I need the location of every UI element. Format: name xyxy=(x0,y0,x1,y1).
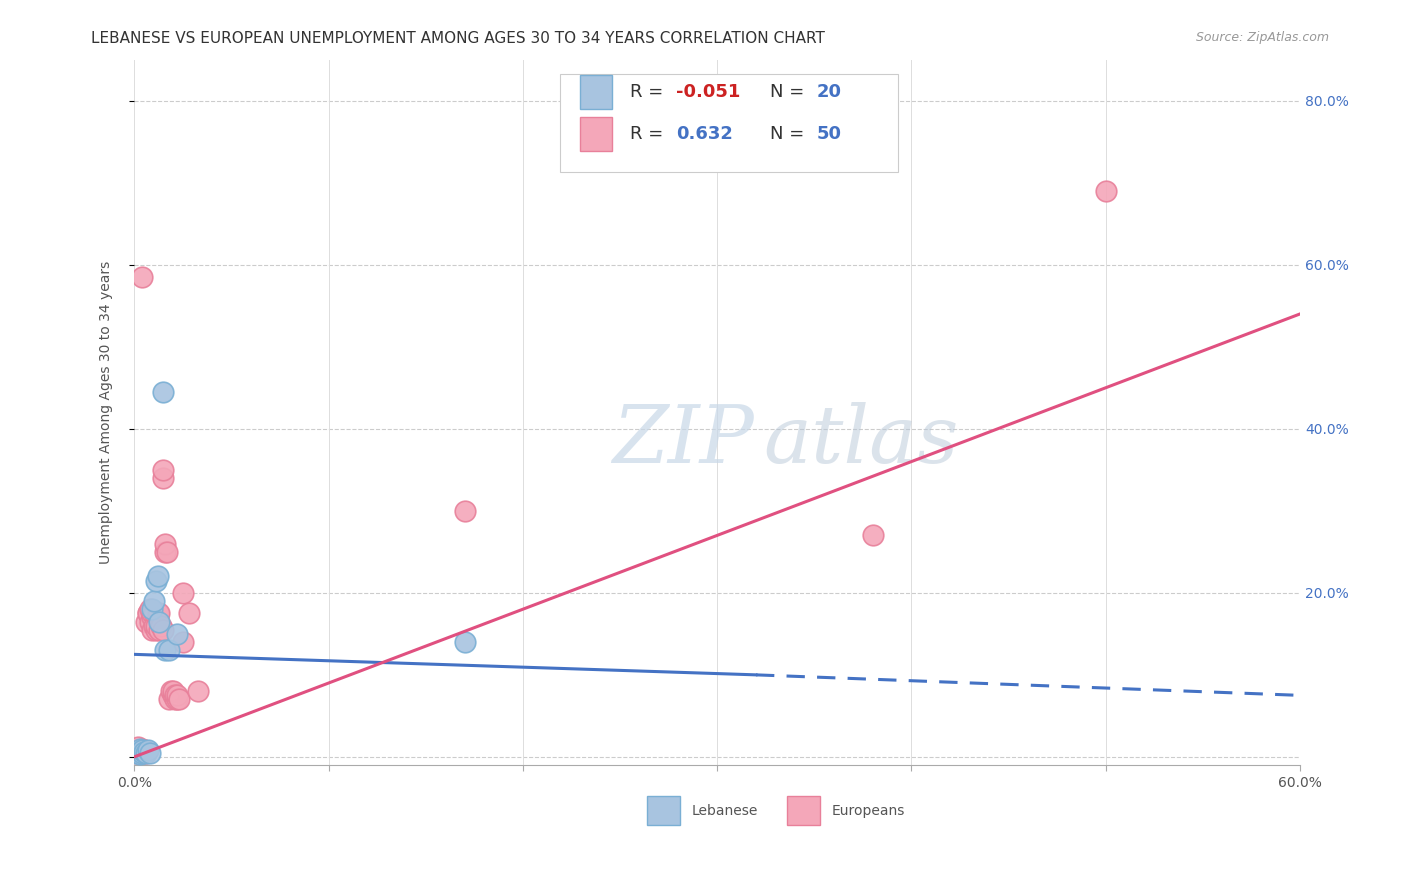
Point xyxy=(135,615,157,629)
Text: 50: 50 xyxy=(817,126,841,144)
Point xyxy=(131,741,153,756)
Point xyxy=(146,569,169,583)
Point xyxy=(155,545,177,559)
Point xyxy=(156,545,179,559)
Text: -0.051: -0.051 xyxy=(676,83,741,101)
Point xyxy=(155,536,177,550)
Text: Europeans: Europeans xyxy=(831,804,905,818)
Point xyxy=(125,746,148,760)
Point xyxy=(172,586,194,600)
Text: Source: ZipAtlas.com: Source: ZipAtlas.com xyxy=(1195,31,1329,45)
Point xyxy=(125,746,148,760)
Point xyxy=(453,635,475,649)
Point xyxy=(166,627,188,641)
Point xyxy=(150,618,173,632)
Point xyxy=(862,528,884,542)
Text: LEBANESE VS EUROPEAN UNEMPLOYMENT AMONG AGES 30 TO 34 YEARS CORRELATION CHART: LEBANESE VS EUROPEAN UNEMPLOYMENT AMONG … xyxy=(91,31,825,46)
Text: atlas: atlas xyxy=(763,401,959,479)
Point xyxy=(131,746,153,760)
Text: R =: R = xyxy=(630,83,669,101)
Text: N =: N = xyxy=(769,126,810,144)
Point xyxy=(138,602,160,616)
Point xyxy=(163,689,186,703)
Point xyxy=(160,684,183,698)
Point xyxy=(187,684,209,698)
Point xyxy=(129,747,152,761)
Point xyxy=(148,607,170,621)
Point xyxy=(129,741,152,756)
Point xyxy=(131,743,153,757)
Point xyxy=(145,618,167,632)
Point xyxy=(177,607,200,621)
Point xyxy=(148,615,170,629)
Point xyxy=(129,745,152,759)
Point xyxy=(172,635,194,649)
Text: 0.632: 0.632 xyxy=(676,126,733,144)
Text: ZIP: ZIP xyxy=(612,401,754,479)
Text: 20: 20 xyxy=(817,83,841,101)
FancyBboxPatch shape xyxy=(560,74,898,172)
Point xyxy=(131,744,153,758)
Point xyxy=(157,692,180,706)
Point xyxy=(127,740,149,755)
Text: N =: N = xyxy=(769,83,810,101)
Point xyxy=(135,746,157,760)
Point xyxy=(131,270,153,285)
Point xyxy=(141,623,163,637)
Point xyxy=(135,746,157,760)
Point xyxy=(132,745,155,759)
Point xyxy=(138,615,160,629)
Point xyxy=(152,471,174,485)
Point xyxy=(132,746,155,760)
Point xyxy=(146,610,169,624)
Point xyxy=(142,607,165,621)
Point xyxy=(136,607,159,621)
Point xyxy=(162,689,184,703)
Point xyxy=(453,504,475,518)
Point xyxy=(152,463,174,477)
Point xyxy=(142,594,165,608)
Point xyxy=(141,607,163,621)
Point xyxy=(127,744,149,758)
Point xyxy=(136,607,159,621)
Point xyxy=(138,746,160,760)
Point xyxy=(163,692,186,706)
Point xyxy=(152,384,174,399)
Y-axis label: Unemployment Among Ages 30 to 34 years: Unemployment Among Ages 30 to 34 years xyxy=(100,260,114,564)
Point xyxy=(166,692,188,706)
FancyBboxPatch shape xyxy=(579,75,612,109)
Point xyxy=(155,643,177,657)
Point xyxy=(146,607,169,621)
Point xyxy=(166,689,188,703)
Point xyxy=(141,602,163,616)
Point xyxy=(145,574,167,588)
Point xyxy=(129,742,152,756)
Point xyxy=(1094,184,1116,198)
Point xyxy=(142,618,165,632)
Point xyxy=(141,610,163,624)
Point xyxy=(162,684,184,698)
Point xyxy=(127,743,149,757)
Point xyxy=(157,643,180,657)
FancyBboxPatch shape xyxy=(787,797,820,825)
Text: Lebanese: Lebanese xyxy=(692,804,758,818)
Point xyxy=(145,623,167,637)
Point xyxy=(148,623,170,637)
Point xyxy=(167,692,190,706)
Point xyxy=(136,743,159,757)
Point xyxy=(132,743,155,757)
FancyBboxPatch shape xyxy=(647,797,681,825)
Text: R =: R = xyxy=(630,126,669,144)
Point xyxy=(152,623,174,637)
FancyBboxPatch shape xyxy=(579,118,612,152)
